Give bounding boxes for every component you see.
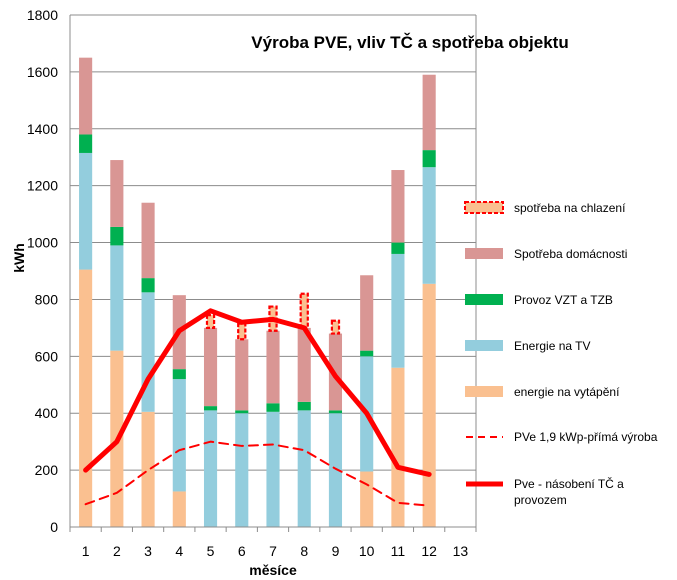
bar-segment [297, 327, 311, 402]
bar-segment [79, 152, 93, 270]
legend-label: Spotřeba domácnosti [514, 247, 627, 261]
legend-swatch [465, 294, 503, 305]
legend-label: PVe 1,9 kWp-přímá výroba [514, 430, 658, 444]
bar-segment [266, 411, 280, 527]
bar-segment [360, 275, 374, 351]
bar-segment [172, 491, 186, 527]
bar-segment [110, 245, 124, 351]
bar-segment [203, 410, 218, 527]
bar-segment [235, 413, 249, 527]
legend-swatch [464, 201, 504, 214]
y-tick-label: 1600 [27, 64, 58, 80]
legend: spotřeba na chlazení Spotřeba domácnosti P… [464, 201, 658, 507]
x-tick-labels: 1 2 3 4 5 6 7 8 9 10 11 12 13 [82, 543, 469, 559]
x-tick-label: 8 [300, 543, 308, 559]
axes [69, 15, 477, 532]
y-tick-label: 600 [35, 348, 59, 364]
y-tick-label: 1200 [27, 178, 58, 194]
x-tick-label: 7 [269, 543, 277, 559]
series-line [84, 440, 431, 507]
y-tick-label: 200 [35, 462, 59, 478]
bar-segment [235, 339, 249, 411]
y-tick-label: 800 [35, 291, 59, 307]
bar-segment [172, 379, 186, 492]
bar-segment [422, 167, 436, 284]
chart-title: Výroba PVE, vliv TČ a spotřeba objektu [251, 33, 568, 52]
legend-label: Energie na TV [514, 339, 591, 353]
bar-segment [328, 410, 343, 414]
x-axis-title: měsíce [249, 562, 297, 578]
bars [79, 57, 436, 527]
bar-segment [141, 202, 155, 279]
bar-segment [297, 410, 311, 527]
legend-label: spotřeba na chlazení [514, 201, 626, 215]
bar-segment [330, 319, 341, 335]
bar-segment [79, 57, 93, 135]
bar-segment [203, 327, 218, 407]
bar-segment [110, 160, 124, 227]
bar-segment [391, 367, 405, 527]
bar-segment [391, 170, 405, 243]
x-tick-label: 5 [207, 543, 215, 559]
bar-segment [328, 413, 343, 527]
y-tick-labels: 0 200 400 600 800 1000 1200 1400 1600 1800 [27, 7, 58, 535]
bar-segment [422, 74, 436, 151]
bar-segment [235, 410, 249, 414]
series-line [83, 308, 432, 477]
y-tick-label: 1000 [27, 235, 58, 251]
bar-segment [391, 242, 405, 254]
bar-segment [360, 471, 374, 527]
legend-swatch [465, 340, 503, 351]
y-tick-label: 1400 [27, 121, 58, 137]
x-tick-label: 13 [453, 543, 469, 559]
x-tick-label: 9 [332, 543, 340, 559]
x-tick-label: 10 [359, 543, 375, 559]
bar-segment [299, 292, 309, 329]
bar-segment [205, 313, 216, 329]
bar-segment [266, 403, 280, 412]
x-tick-label: 1 [82, 543, 90, 559]
y-tick-label: 0 [50, 519, 58, 535]
bar-segment [391, 253, 405, 368]
bar-segment [141, 411, 155, 527]
bar-segment [203, 406, 218, 411]
legend-label: energie na vytápění [514, 385, 620, 399]
x-tick-label: 4 [175, 543, 183, 559]
legend-label: Pve - násobení TČ a provozem [514, 476, 624, 507]
bar-segment [79, 269, 93, 527]
bar-segment [360, 350, 374, 357]
bar-segment [237, 322, 247, 341]
bar-segment [172, 369, 186, 380]
y-tick-label: 1800 [27, 7, 58, 23]
x-tick-label: 3 [144, 543, 152, 559]
bar-segment [110, 226, 124, 246]
bar-segment [79, 134, 93, 153]
x-tick-label: 11 [391, 543, 406, 559]
bar-segment [297, 401, 311, 411]
legend-swatch [465, 386, 503, 397]
series-lines [83, 308, 432, 507]
bar-segment [141, 278, 155, 293]
bar-segment [422, 150, 436, 168]
x-tick-label: 12 [421, 543, 437, 559]
x-tick-label: 6 [238, 543, 246, 559]
y-axis-title: kWh [11, 243, 27, 273]
legend-swatch [465, 248, 503, 259]
y-tick-label: 400 [35, 405, 59, 421]
x-tick-label: 2 [113, 543, 121, 559]
bar-segment [422, 283, 436, 527]
bar-segment [266, 330, 280, 404]
legend-label: Provoz VZT a TZB [514, 293, 613, 307]
